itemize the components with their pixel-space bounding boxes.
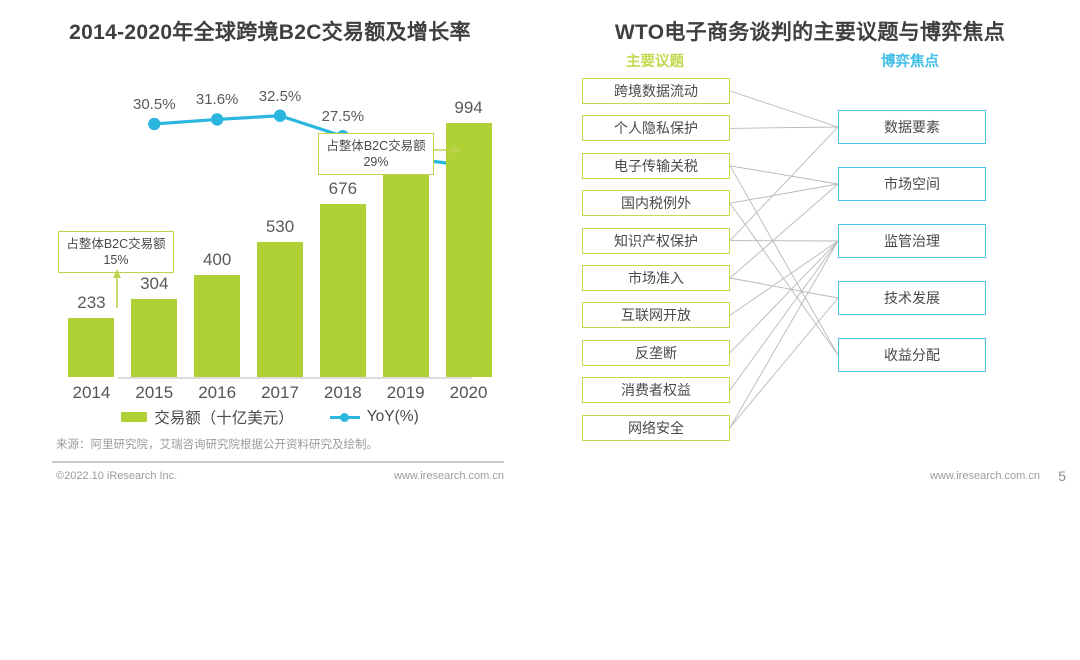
x-axis-tick-label: 2015: [124, 383, 184, 403]
connector-line: [730, 166, 838, 184]
x-axis-tick-label: 2020: [439, 383, 499, 403]
focus-node[interactable]: 数据要素: [838, 110, 986, 144]
bar-rect: [194, 275, 240, 377]
connector-line: [730, 127, 838, 241]
issue-node[interactable]: 市场准入: [582, 265, 730, 291]
chart-legend: 交易额（十亿美元） YoY(%): [0, 406, 540, 428]
x-axis-tick-label: 2018: [313, 383, 373, 403]
bar-column: 826: [383, 55, 429, 377]
legend-label-line: YoY(%): [367, 408, 419, 426]
legend-label-bar: 交易额（十亿美元）: [154, 406, 294, 428]
issue-node[interactable]: 电子传输关税: [582, 153, 730, 179]
left-footer-divider: [52, 461, 504, 463]
bar-value-label: 233: [77, 293, 105, 313]
callout-15-arrow: [108, 268, 126, 308]
connector-line: [730, 203, 838, 355]
issue-node[interactable]: 知识产权保护: [582, 228, 730, 254]
bar-value-label: 304: [140, 274, 168, 294]
bar-value-label: 400: [203, 250, 231, 270]
bar-column: 400: [194, 55, 240, 377]
focus-node[interactable]: 收益分配: [838, 338, 986, 372]
bar-column: 994: [446, 55, 492, 377]
legend-item-line: YoY(%): [330, 408, 419, 426]
issue-node[interactable]: 个人隐私保护: [582, 115, 730, 141]
focus-node[interactable]: 市场空间: [838, 167, 986, 201]
x-axis-tick-label: 2017: [250, 383, 310, 403]
left-source-note: 来源：阿里研究院，艾瑞咨询研究院根据公开资料研究及绘制。: [56, 436, 378, 452]
connector-line: [730, 166, 838, 355]
right-website-link[interactable]: www.iresearch.com.cn: [930, 470, 1040, 482]
bar-rect: [257, 242, 303, 377]
callout-29-arrow: [434, 141, 462, 159]
issue-node[interactable]: 反垄断: [582, 340, 730, 366]
x-axis-tick-label: 2014: [61, 383, 121, 403]
bar-rect: [131, 299, 177, 377]
bar-rect: [446, 123, 492, 377]
callout-15-percent: 占整体B2C交易额 15%: [58, 231, 174, 273]
bar-column: 676: [320, 55, 366, 377]
left-copyright: ©2022.10 iResearch Inc.: [56, 470, 177, 482]
bar-column: 304: [131, 55, 177, 377]
focus-node[interactable]: 监管治理: [838, 224, 986, 258]
x-axis-line: [118, 377, 472, 379]
bar-series: 233 304 400 530 676 826 994: [60, 55, 500, 377]
callout-15-line2: 15%: [65, 252, 167, 268]
callout-29-line1: 占整体B2C交易额: [325, 138, 427, 154]
bar-rect: [383, 166, 429, 377]
x-axis-tick-label: 2016: [187, 383, 247, 403]
legend-item-bar: 交易额（十亿美元）: [121, 406, 294, 428]
page-number: 5: [1058, 468, 1066, 484]
connector-line: [730, 298, 838, 428]
bar-value-label: 994: [454, 98, 482, 118]
bar-column: 233: [68, 55, 114, 377]
slide-page: 2014-2020年全球跨境B2C交易额及增长率 30.5%31.6%32.5%…: [0, 0, 1080, 495]
connector-line: [730, 241, 838, 428]
bar-value-label: 530: [266, 217, 294, 237]
bar-swatch-icon: [121, 412, 147, 422]
connector-line: [730, 241, 838, 315]
issue-node[interactable]: 互联网开放: [582, 302, 730, 328]
issues-focus-diagram: 主要议题 博弈焦点 跨境数据流动个人隐私保护电子传输关税国内税例外知识产权保护市…: [540, 50, 1080, 430]
callout-29-line2: 29%: [325, 154, 427, 170]
left-panel-chart: 2014-2020年全球跨境B2C交易额及增长率 30.5%31.6%32.5%…: [0, 0, 540, 495]
right-panel-title: WTO电子商务谈判的主要议题与博弈焦点: [540, 16, 1080, 46]
connector-line: [730, 91, 838, 127]
callout-29-percent: 占整体B2C交易额 29%: [318, 133, 434, 175]
issue-node[interactable]: 网络安全: [582, 415, 730, 441]
bar-column: 530: [257, 55, 303, 377]
bar-rect: [320, 204, 366, 377]
connector-line: [730, 278, 838, 298]
x-axis-tick-label: 2019: [376, 383, 436, 403]
connector-line: [730, 241, 838, 353]
bar-line-chart: 30.5%31.6%32.5%27.5%22.2%20.3% 233304400…: [0, 55, 540, 400]
focus-node[interactable]: 技术发展: [838, 281, 986, 315]
left-panel-title: 2014-2020年全球跨境B2C交易额及增长率: [0, 16, 540, 46]
issue-node[interactable]: 跨境数据流动: [582, 78, 730, 104]
chart-plot-area: 30.5%31.6%32.5%27.5%22.2%20.3% 233304400…: [60, 55, 500, 400]
bar-rect: [68, 318, 114, 377]
bar-value-label: 676: [329, 179, 357, 199]
connector-line: [730, 127, 838, 128]
issue-node[interactable]: 国内税例外: [582, 190, 730, 216]
issue-node[interactable]: 消费者权益: [582, 377, 730, 403]
right-panel-diagram: WTO电子商务谈判的主要议题与博弈焦点 主要议题 博弈焦点 跨境数据流动个人隐私…: [540, 0, 1080, 495]
line-swatch-icon: [330, 412, 360, 422]
left-website-link[interactable]: www.iresearch.com.cn: [394, 470, 504, 482]
callout-15-line1: 占整体B2C交易额: [65, 236, 167, 252]
